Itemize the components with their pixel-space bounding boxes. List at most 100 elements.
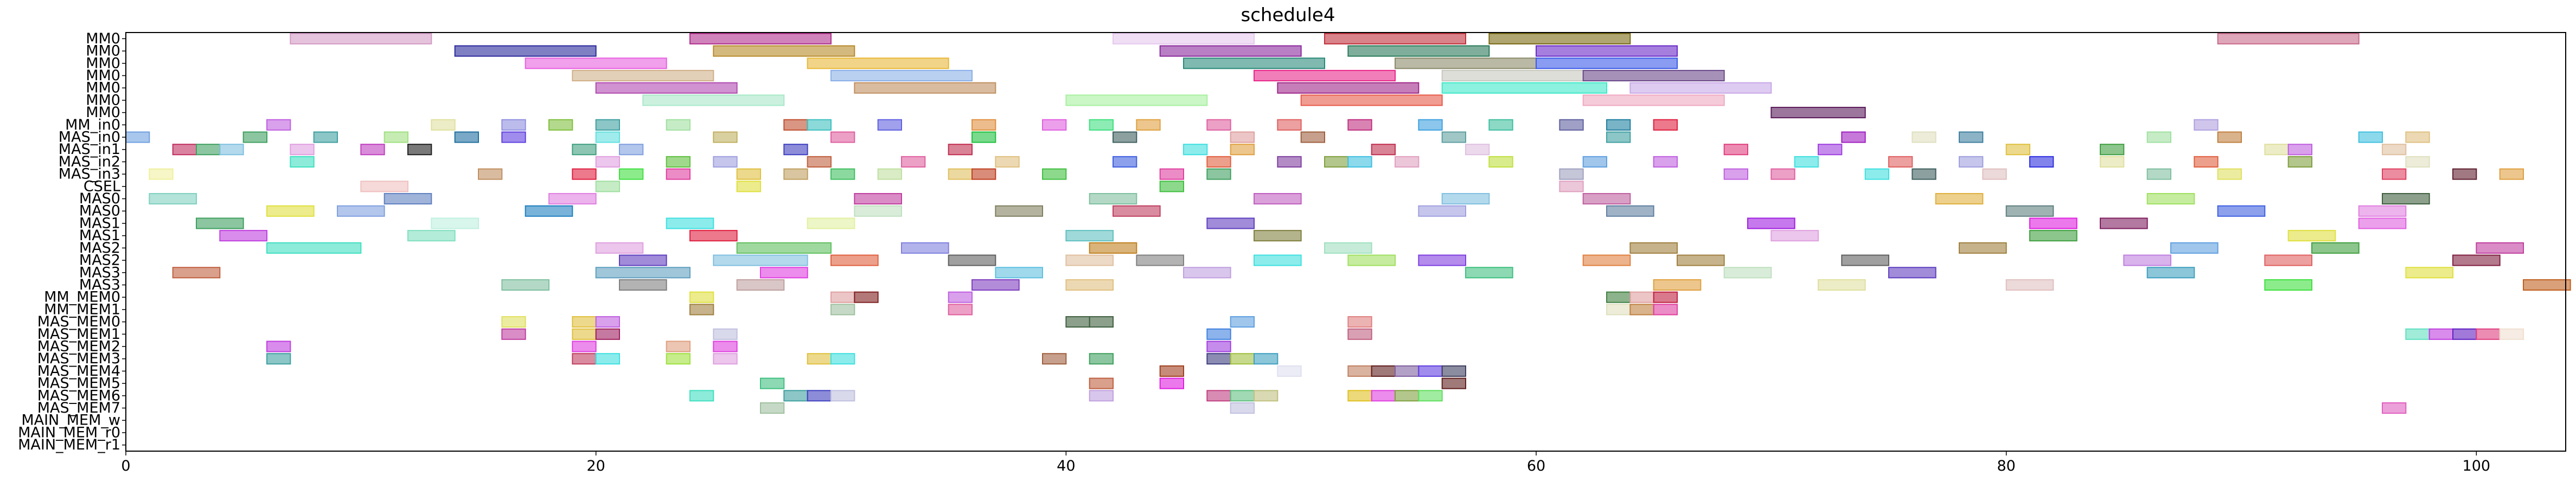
task-bar: [478, 168, 503, 180]
task-bar: [1888, 267, 1936, 279]
task-bar: [2146, 168, 2172, 180]
task-bar: [1159, 181, 1185, 192]
task-bar: [1089, 353, 1114, 365]
task-bar: [266, 242, 362, 254]
task-bar: [2405, 267, 2454, 279]
task-bar: [877, 119, 902, 131]
task-bar: [501, 328, 526, 340]
task-bar: [431, 119, 456, 131]
task-bar: [1770, 230, 1819, 242]
task-bar: [595, 353, 620, 365]
task-bar: [1230, 316, 1255, 328]
row-label: MAS_MEM1: [37, 326, 120, 343]
task-bar: [1959, 131, 1984, 143]
task-bar: [783, 390, 808, 402]
task-bar: [1465, 267, 1513, 279]
task-bar: [666, 353, 691, 365]
task-bar: [666, 119, 691, 131]
task-bar: [1277, 156, 1302, 168]
row-label: MM0: [86, 80, 120, 97]
task-bar: [1254, 69, 1396, 82]
task-bar: [1395, 57, 1537, 69]
task-bar: [1347, 45, 1490, 57]
task-bar: [666, 156, 691, 168]
task-bar: [971, 119, 996, 131]
task-bar: [1113, 205, 1161, 217]
task-bar: [1230, 402, 1255, 414]
task-bar: [1723, 144, 1749, 156]
task-bar: [1982, 168, 2007, 180]
task-bar: [548, 119, 573, 131]
task-bar: [1042, 168, 1067, 180]
task-bar: [713, 131, 738, 143]
task-bar: [1136, 119, 1161, 131]
task-bar: [713, 328, 738, 340]
task-bar: [1206, 119, 1231, 131]
row-label: MAIN_MEM_w: [21, 412, 120, 429]
task-bar: [1136, 254, 1184, 266]
task-bar: [2194, 156, 2219, 168]
task-bar: [689, 291, 714, 303]
task-bar: [948, 254, 996, 266]
task-bar: [1042, 353, 1067, 365]
task-bar: [1159, 45, 1302, 57]
task-bar: [736, 279, 785, 291]
task-bar: [1441, 192, 1490, 205]
task-bar: [2217, 168, 2242, 180]
row-label: CSEL: [84, 178, 120, 195]
task-bar: [1653, 304, 1678, 316]
task-bar: [830, 353, 855, 365]
task-bar: [1206, 353, 1231, 365]
row-label: MAIN_MEM_r0: [18, 424, 120, 441]
task-bar: [1395, 365, 1420, 377]
task-bar: [407, 144, 432, 156]
task-bar: [572, 69, 714, 82]
x-tick-label: 80: [1997, 458, 2015, 474]
task-bar: [1488, 33, 1631, 44]
task-bar: [2100, 144, 2125, 156]
task-bar: [1441, 377, 1467, 389]
task-bar: [172, 267, 221, 279]
task-bar: [242, 131, 267, 143]
row-label: MAS_MEM0: [37, 313, 120, 330]
row-labels: MM0MM0MM0MM0MM0MM0MM0MM_in0MAS_in0MAS_in…: [18, 30, 126, 453]
task-bar: [1441, 69, 1584, 82]
task-bar: [1582, 192, 1631, 205]
task-bar: [713, 353, 738, 365]
task-bar: [1841, 254, 1889, 266]
row-label: MM0: [86, 104, 120, 121]
row-label: MM0: [86, 30, 120, 47]
task-bar: [854, 205, 903, 217]
task-bar: [1488, 119, 1513, 131]
task-bar: [572, 328, 597, 340]
task-bar: [2264, 254, 2313, 266]
task-bar: [1254, 353, 1279, 365]
task-bar: [1629, 291, 1654, 303]
task-bar: [760, 377, 785, 389]
task-bar: [501, 316, 526, 328]
task-bar: [2264, 144, 2289, 156]
task-bar: [1912, 168, 1936, 180]
task-bar: [1606, 119, 1631, 131]
task-bar: [1183, 57, 1325, 69]
task-bar: [619, 144, 644, 156]
task-bar: [2100, 156, 2125, 168]
task-bar: [219, 144, 244, 156]
task-bar: [595, 156, 620, 168]
task-bar: [290, 144, 315, 156]
task-bar: [1677, 254, 1725, 266]
task-bar: [1770, 107, 1866, 119]
task-bar: [666, 341, 691, 352]
row-label: MAS3: [79, 277, 120, 293]
chart-title: schedule4: [1241, 4, 1335, 26]
task-bar: [2287, 156, 2312, 168]
task-bar: [1230, 144, 1255, 156]
task-bar: [360, 144, 385, 156]
task-bar: [383, 131, 409, 143]
task-bar: [854, 82, 996, 94]
task-bar: [1065, 230, 1114, 242]
task-bar: [1159, 168, 1185, 180]
task-bar: [619, 168, 644, 180]
task-bar: [572, 341, 597, 352]
